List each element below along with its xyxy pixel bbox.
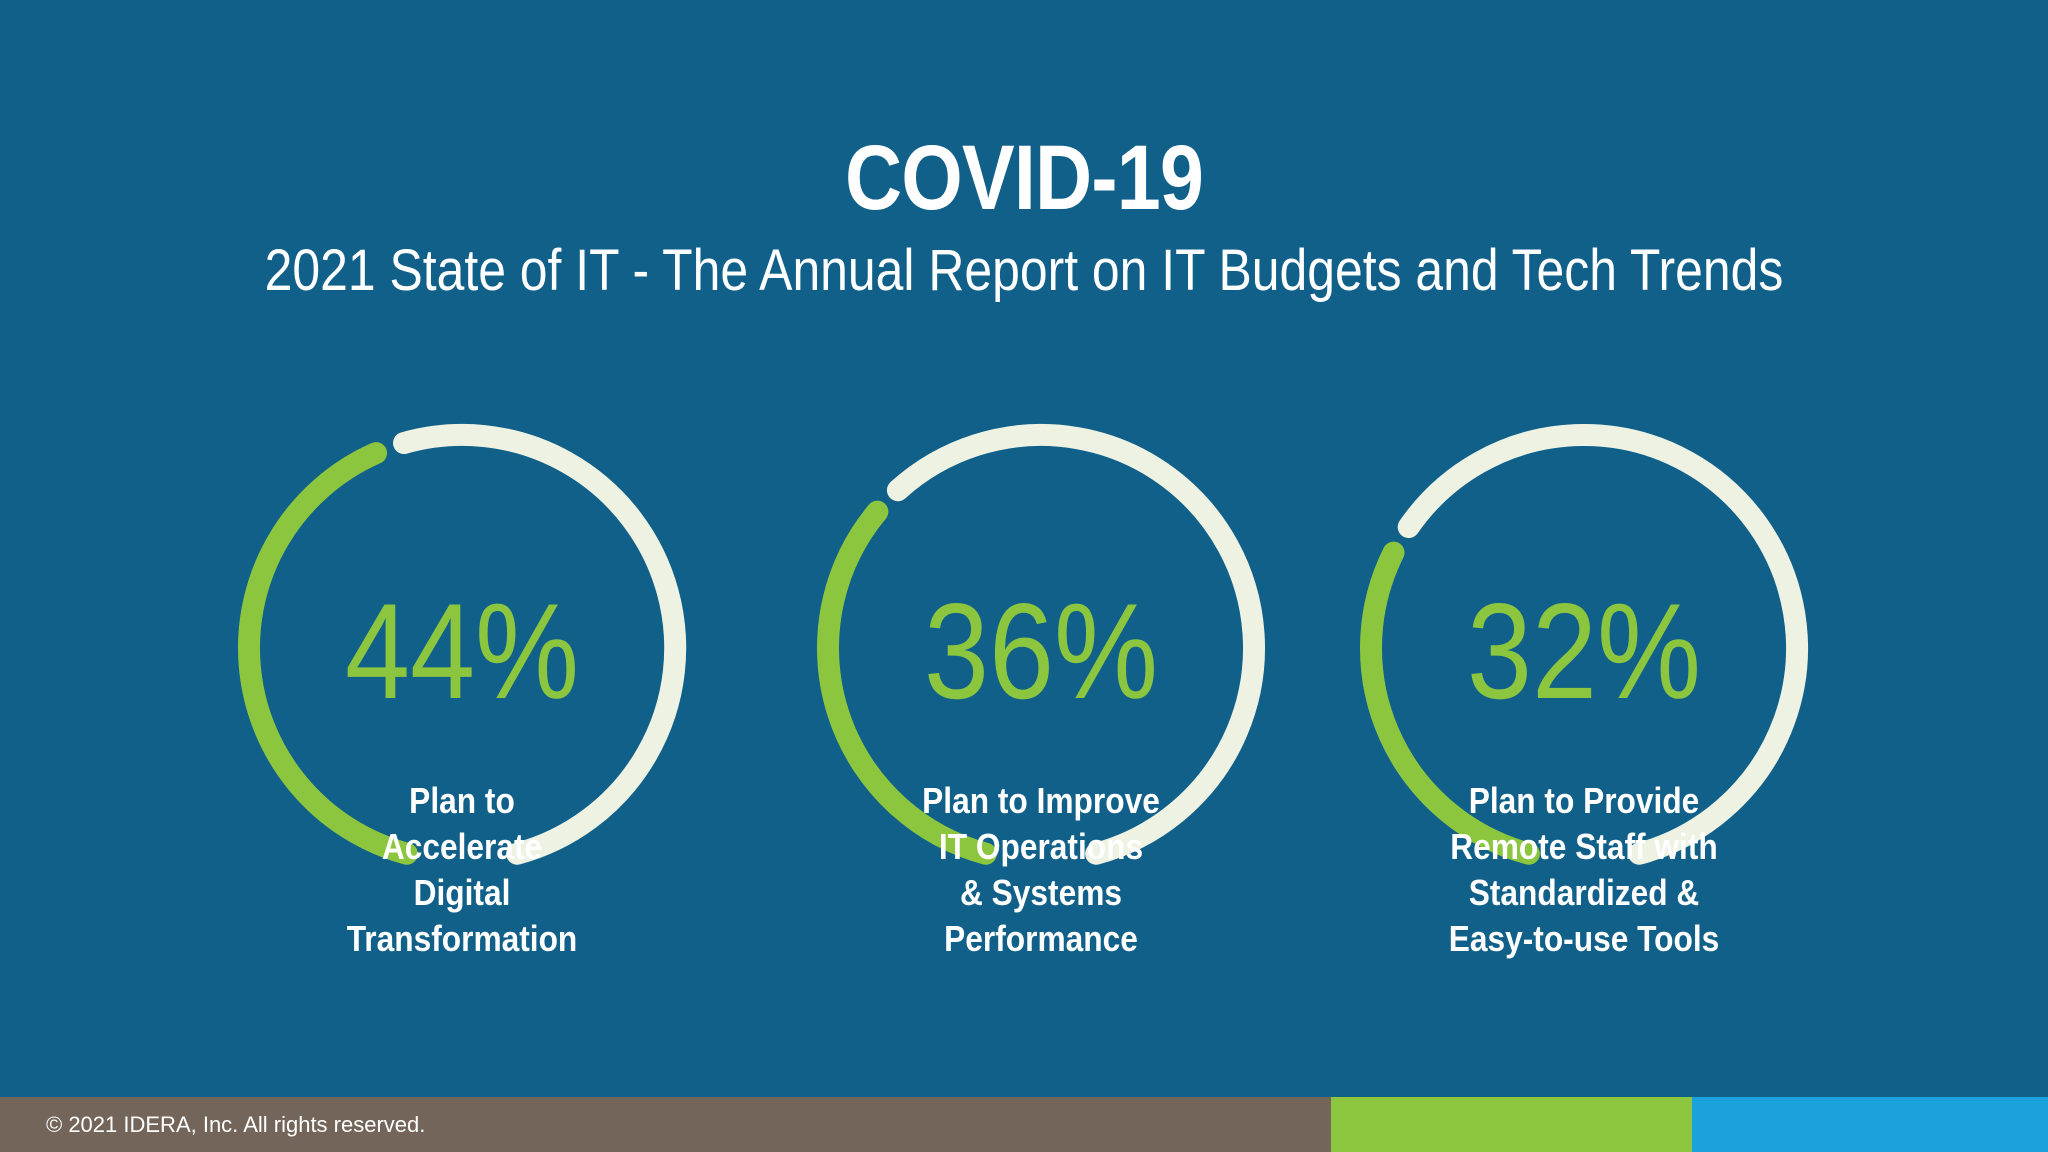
- gauge-chart: 44% 36% 32%: [238, 423, 1808, 865]
- gauge-value-label-2: 36%: [924, 575, 1158, 727]
- gauge-label-digital-transformation: Plan to Accelerate Digital Transformatio…: [346, 780, 578, 959]
- footer-green-segment: [1331, 1097, 1692, 1152]
- footer-blue-segment: [1692, 1097, 2048, 1152]
- footer-brown-segment: © 2021 IDERA, Inc. All rights reserved.: [0, 1097, 1331, 1152]
- footer-bar: © 2021 IDERA, Inc. All rights reserved.: [0, 1097, 2048, 1152]
- gauge-track-arc-2: [886, 424, 1265, 865]
- gauge-value-arc-3: [1360, 541, 1540, 865]
- gauge-value-arc-1: [238, 442, 418, 865]
- slide-background: COVID-19 2021 State of IT - The Annual R…: [238, 127, 1808, 959]
- gauge-label-it-operations: Plan to Improve IT Operations & Systems …: [922, 780, 1160, 959]
- gauge-value-label-3: 32%: [1467, 575, 1701, 727]
- gauge-track-arc-3: [1397, 424, 1808, 865]
- gauge-value-arc-2: [817, 500, 997, 865]
- slide-subtitle: 2021 State of IT - The Annual Report on …: [264, 238, 1784, 303]
- gauge-track-arc-1: [393, 423, 687, 865]
- gauge-value-label-1: 44%: [345, 575, 579, 727]
- gauge-label-remote-staff-tools: Plan to Provide Remote Staff with Standa…: [1448, 780, 1720, 959]
- copyright-text: © 2021 IDERA, Inc. All rights reserved.: [46, 1112, 426, 1137]
- slide-title: COVID-19: [844, 127, 1204, 229]
